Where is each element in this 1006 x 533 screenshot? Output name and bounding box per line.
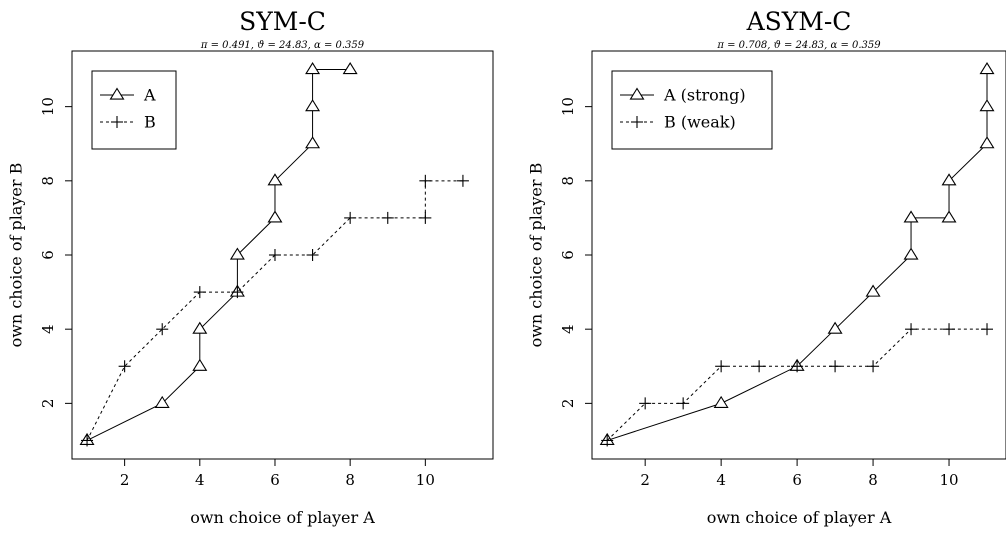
data-point-plus — [118, 360, 131, 373]
legend-box — [91, 70, 177, 150]
data-point-plus — [81, 434, 94, 447]
chart-subtitle: π = 0.708, ϑ = 24.83, α = 0.359 — [716, 40, 881, 51]
data-point-triangle — [941, 173, 957, 186]
x-tick-label: 8 — [868, 471, 878, 489]
data-point-triangle — [229, 247, 245, 260]
x-tick-label: 6 — [270, 471, 280, 489]
data-point-plus — [268, 249, 281, 261]
legend: AB — [91, 70, 177, 150]
data-point-triangle — [267, 173, 283, 186]
y-tick-label: 4 — [39, 324, 57, 334]
data-point-triangle — [979, 99, 995, 112]
x-axis-label: own choice of player A — [707, 508, 892, 527]
data-point-triangle — [305, 99, 321, 112]
data-point-triangle — [342, 61, 358, 75]
y-tick-label: 2 — [559, 399, 577, 409]
legend-label: A (strong) — [663, 86, 746, 105]
data-point-triangle — [979, 136, 995, 149]
x-axis-label: own choice of player A — [190, 508, 375, 527]
legend-label: A — [143, 86, 156, 105]
data-point-triangle — [979, 61, 995, 75]
data-point-triangle — [903, 210, 919, 223]
chart-subtitle: π = 0.491, ϑ = 24.83, α = 0.359 — [200, 40, 365, 51]
x-tick-label: 10 — [416, 471, 435, 489]
x-tick-label: 2 — [640, 471, 650, 489]
data-point-triangle — [192, 358, 208, 371]
data-point-triangle — [154, 395, 170, 408]
data-point-plus — [419, 211, 432, 224]
data-point-triangle — [192, 321, 208, 334]
y-tick-label: 6 — [559, 250, 577, 260]
y-tick-label: 6 — [39, 250, 57, 260]
chart-panel-1: SYM-C π = 0.491, ϑ = 24.83, α = 0.359 2 4 6 8… — [7, 7, 494, 527]
legend-box — [611, 70, 773, 150]
data-point-plus — [677, 397, 690, 410]
series-line — [606, 328, 988, 441]
series-line — [86, 180, 463, 441]
data-point-plus — [306, 249, 319, 261]
data-point-triangle — [305, 136, 321, 149]
data-point-plus — [193, 286, 206, 299]
x-tick-label: 8 — [345, 471, 355, 489]
data-point-plus — [381, 211, 394, 224]
series-b — [81, 174, 469, 447]
chart-panel-2: ASYM-C π = 0.708, ϑ = 24.83, α = 0.359 2 4 6… — [527, 7, 1006, 527]
chart-title: ASYM-C — [746, 7, 852, 36]
legend-marker-plus — [111, 116, 123, 128]
y-axis-label: own choice of player B — [7, 163, 26, 348]
data-point-plus — [231, 286, 244, 299]
data-point-triangle — [305, 61, 321, 75]
y-axis-label: own choice of player B — [527, 163, 546, 348]
chart-title: SYM-C — [239, 7, 326, 36]
legend-marker-plus — [631, 116, 643, 128]
legend-marker-triangle — [109, 87, 125, 100]
data-point-plus — [419, 174, 432, 187]
legend-label: B (weak) — [664, 113, 736, 132]
y-tick-label: 10 — [559, 97, 577, 116]
data-point-plus — [943, 323, 956, 336]
y-tick-label: 10 — [39, 97, 57, 116]
data-point-plus — [905, 323, 918, 336]
x-tick-label: 6 — [792, 471, 802, 489]
data-point-plus — [344, 211, 357, 224]
data-point-plus — [715, 360, 728, 373]
data-point-plus — [753, 360, 766, 373]
x-tick-label: 10 — [939, 471, 958, 489]
data-point-plus — [867, 360, 880, 373]
data-point-triangle — [865, 284, 881, 297]
x-tick-label: 4 — [195, 471, 205, 489]
data-point-plus — [156, 323, 169, 336]
data-point-plus — [456, 174, 469, 187]
data-point-plus — [791, 360, 804, 373]
data-point-plus — [601, 434, 614, 447]
data-point-triangle — [713, 395, 729, 408]
y-tick-label: 8 — [39, 176, 57, 186]
data-point-triangle — [827, 321, 843, 334]
data-point-plus — [639, 397, 652, 410]
data-point-plus — [829, 360, 842, 373]
x-tick-label: 4 — [716, 471, 726, 489]
data-point-triangle — [903, 247, 919, 260]
y-tick-label: 4 — [559, 324, 577, 334]
data-point-triangle — [267, 210, 283, 223]
series-b — [601, 323, 994, 447]
data-point-triangle — [941, 210, 957, 223]
y-tick-label: 8 — [559, 176, 577, 186]
legend: A (strong) B (weak) — [611, 70, 773, 150]
x-tick-label: 2 — [120, 471, 130, 489]
legend-label: B — [144, 113, 156, 132]
legend-marker-triangle — [629, 87, 645, 100]
data-point-plus — [981, 323, 994, 336]
y-tick-label: 2 — [39, 399, 57, 409]
